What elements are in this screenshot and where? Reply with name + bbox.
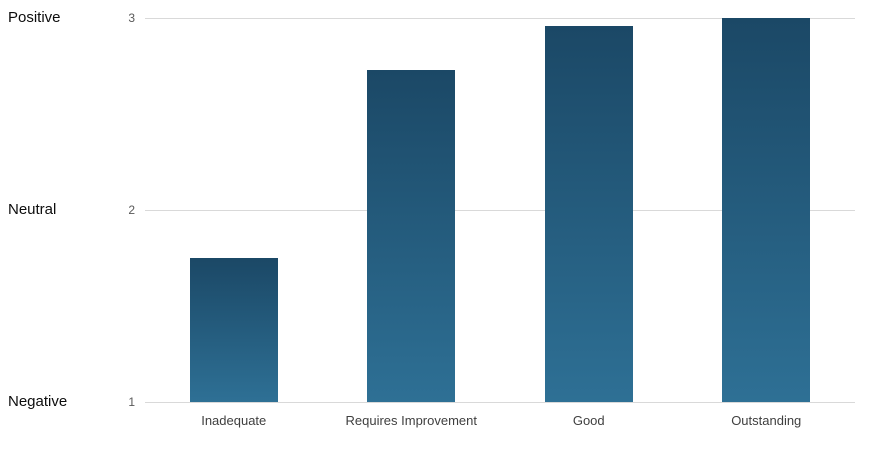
bar-requires-improvement <box>367 69 456 402</box>
gridline-3 <box>145 18 855 19</box>
y-axis-tick-1: 1 <box>128 395 135 409</box>
x-axis-label-outstanding: Outstanding <box>731 413 802 428</box>
bar-series <box>145 18 855 402</box>
gridline-2 <box>145 210 855 211</box>
bar-inadequate <box>189 258 278 402</box>
y-axis-label-neutral: Neutral <box>8 201 57 218</box>
x-axis-label-inadequate: Inadequate <box>201 413 267 428</box>
x-axis-label-good: Good <box>572 413 605 428</box>
y-axis-tick-3: 3 <box>128 11 135 25</box>
x-axis-labels: Inadequate Requires Improvement Good Out… <box>145 413 855 428</box>
bar-good <box>544 25 633 402</box>
gridline-baseline <box>145 402 855 403</box>
y-axis-label-negative: Negative <box>8 393 68 410</box>
bar-outstanding <box>722 18 811 402</box>
y-axis-label-positive: Positive <box>8 9 61 26</box>
plot-area <box>145 18 855 403</box>
y-axis-tick-2: 2 <box>128 203 135 217</box>
x-axis-label-requires-improvement: Requires Improvement <box>345 413 478 428</box>
